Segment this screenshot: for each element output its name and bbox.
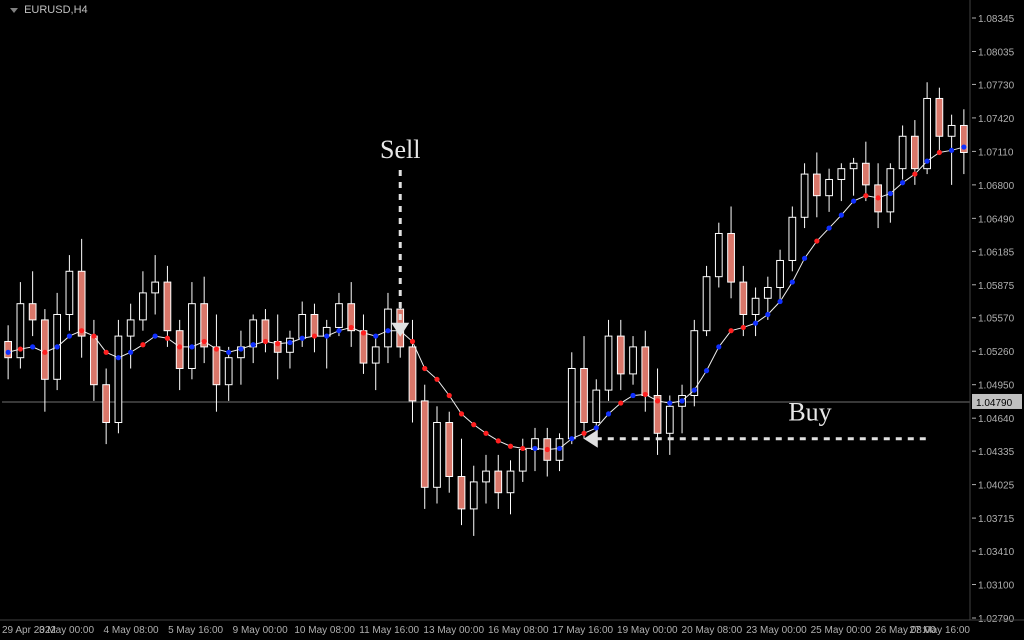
svg-text:1.04640: 1.04640: [978, 414, 1015, 425]
svg-text:3 May 00:00: 3 May 00:00: [39, 625, 94, 636]
svg-text:1.05260: 1.05260: [978, 347, 1015, 358]
svg-text:16 May 08:00: 16 May 08:00: [488, 625, 549, 636]
svg-text:1.07730: 1.07730: [978, 80, 1015, 91]
svg-text:1.04335: 1.04335: [978, 447, 1015, 458]
price-chart[interactable]: 1.08345 1.08035 1.07730 1.07420 1.07110 1.068…: [0, 0, 1024, 640]
symbol-label: EURUSD,H4: [24, 4, 88, 16]
svg-text:1.04950: 1.04950: [978, 381, 1015, 392]
svg-text:9 May 00:00: 9 May 00:00: [233, 625, 288, 636]
svg-text:Sell: Sell: [380, 135, 420, 164]
svg-text:27 May 16:00: 27 May 16:00: [909, 625, 970, 636]
svg-text:1.06185: 1.06185: [978, 247, 1015, 258]
svg-text:1.05570: 1.05570: [978, 314, 1015, 325]
svg-text:25 May 00:00: 25 May 00:00: [811, 625, 872, 636]
svg-text:17 May 16:00: 17 May 16:00: [552, 625, 613, 636]
svg-text:1.03715: 1.03715: [978, 514, 1015, 525]
svg-text:23 May 00:00: 23 May 00:00: [746, 625, 807, 636]
svg-text:5 May 16:00: 5 May 16:00: [168, 625, 223, 636]
chart-title: EURUSD,H4: [10, 4, 88, 16]
svg-text:1.06800: 1.06800: [978, 181, 1015, 192]
svg-text:1.03410: 1.03410: [978, 547, 1015, 558]
svg-text:1.03100: 1.03100: [978, 581, 1015, 592]
svg-text:11 May 16:00: 11 May 16:00: [359, 625, 419, 636]
svg-text:1.04790: 1.04790: [976, 398, 1013, 409]
svg-text:4 May 08:00: 4 May 08:00: [104, 625, 159, 636]
svg-text:10 May 08:00: 10 May 08:00: [294, 625, 355, 636]
svg-text:1.08345: 1.08345: [978, 14, 1015, 25]
svg-text:1.08035: 1.08035: [978, 47, 1015, 58]
svg-text:Buy: Buy: [788, 398, 831, 427]
svg-text:1.07420: 1.07420: [978, 114, 1015, 125]
chevron-down-icon: [10, 8, 18, 13]
svg-text:13 May 00:00: 13 May 00:00: [423, 625, 484, 636]
svg-text:1.04025: 1.04025: [978, 481, 1015, 492]
svg-text:1.06490: 1.06490: [978, 214, 1015, 225]
svg-text:1.05875: 1.05875: [978, 281, 1015, 292]
svg-text:1.07110: 1.07110: [978, 147, 1014, 158]
svg-text:20 May 08:00: 20 May 08:00: [682, 625, 743, 636]
svg-text:19 May 00:00: 19 May 00:00: [617, 625, 678, 636]
